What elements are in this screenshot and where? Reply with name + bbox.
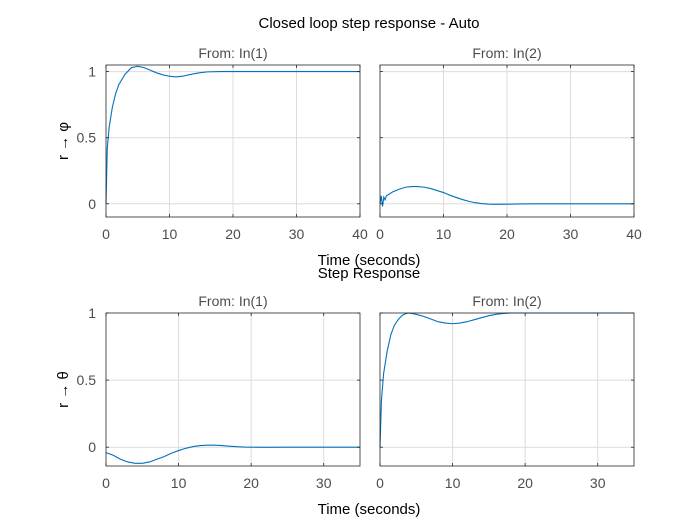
subplot-title: From: In(2): [472, 45, 541, 61]
plot-area: [106, 313, 360, 466]
axes-box: [379, 312, 635, 467]
figure-title: Closed loop step response - Auto: [259, 15, 480, 32]
row2-title: Step Response: [318, 265, 421, 282]
plot-area: [380, 313, 634, 466]
x-tick-label: 20: [499, 226, 515, 242]
x-tick-label: 30: [316, 475, 332, 491]
subplot-title: From: In(1): [198, 293, 267, 309]
series-line-0: [105, 65, 360, 204]
x-tick-label: 10: [436, 226, 452, 242]
subplot-1-0: 0 10 20 30 0 0.5 1 From: In(1) r → θ: [55, 293, 361, 491]
y-tick-label: 0.5: [77, 372, 97, 388]
x-tick-label: 10: [445, 475, 461, 491]
x-tick-label: 20: [243, 475, 259, 491]
y-tick-label: 0.5: [77, 130, 97, 146]
subplot-1-1: 0 10 20 30 From: In(2) Time (seconds): [318, 293, 635, 518]
x-tick-label: 10: [162, 226, 178, 242]
subplot-title: From: In(2): [472, 293, 541, 309]
series-line-0: [105, 444, 360, 464]
x-tick-label: 0: [102, 226, 110, 242]
x-tick-label: 20: [225, 226, 241, 242]
x-tick-label: 30: [590, 475, 606, 491]
y-axis-label: r → θ: [55, 371, 72, 408]
y-tick-label: 0: [88, 439, 96, 455]
series-line-0: [379, 186, 634, 207]
x-tick-label: 40: [626, 226, 642, 242]
x-tick-label: 20: [517, 475, 533, 491]
subplot-0-0: 0 10 20 30 40 0 0.5 1 From: In(1) r → φ: [55, 45, 368, 242]
y-tick-label: 1: [88, 64, 96, 80]
x-axis-label: Time (seconds): [318, 501, 421, 518]
x-tick-label: 10: [171, 475, 187, 491]
x-tick-label: 0: [376, 475, 384, 491]
y-tick-label: 0: [88, 196, 96, 212]
x-axis-label: Time (seconds): [318, 252, 421, 269]
axes-box: [105, 312, 361, 467]
subplot-title: From: In(1): [198, 45, 267, 61]
x-tick-label: 30: [289, 226, 305, 242]
subplot-0-1: 0 10 20 30 40 From: In(2) Time (seconds): [318, 45, 642, 269]
y-axis-label: r → φ: [55, 122, 72, 160]
y-tick-label: 1: [88, 305, 96, 321]
x-tick-label: 0: [376, 226, 384, 242]
x-tick-label: 30: [563, 226, 579, 242]
x-tick-label: 0: [102, 475, 110, 491]
x-tick-label: 40: [352, 226, 368, 242]
